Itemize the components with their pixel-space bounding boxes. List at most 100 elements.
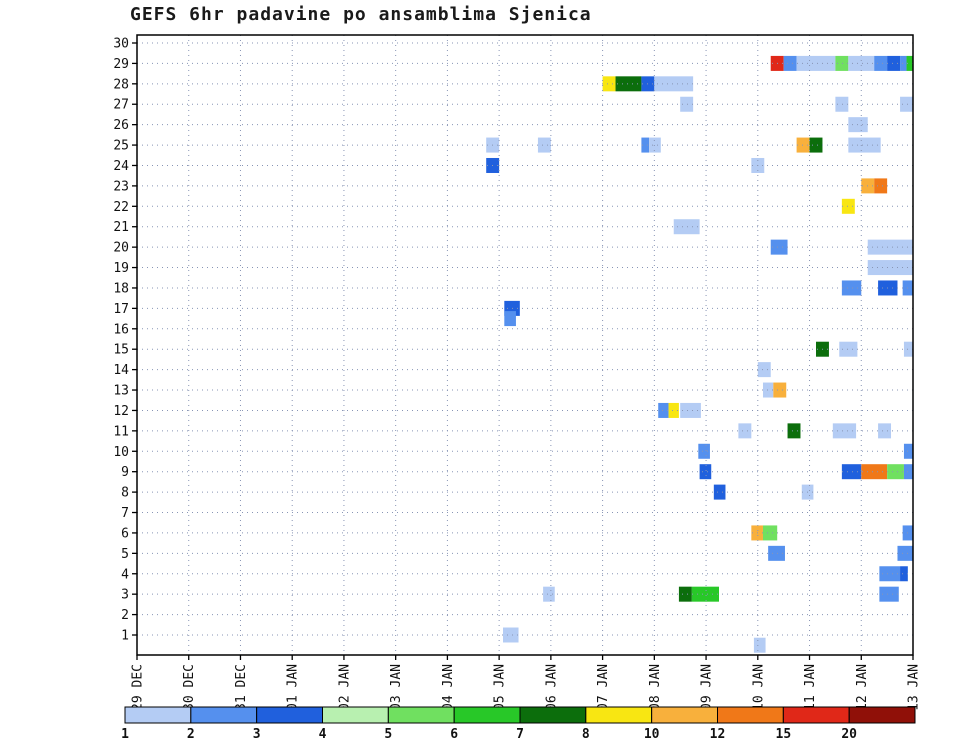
precip-cell bbox=[796, 137, 810, 153]
chart-title: GEFS 6hr padavine po ansamblima Sjenica bbox=[130, 4, 592, 25]
x-tick-label: 10 JAN bbox=[751, 664, 766, 711]
precip-cell bbox=[680, 96, 694, 112]
y-tick-label: 16 bbox=[113, 322, 129, 337]
y-tick-label: 6 bbox=[121, 526, 129, 541]
precip-cell bbox=[537, 137, 551, 153]
colorbar-segment bbox=[387, 706, 455, 724]
precip-cell bbox=[861, 464, 888, 480]
colorbar-tick-label: 2 bbox=[187, 727, 195, 742]
y-tick-label: 2 bbox=[121, 608, 129, 623]
precip-cell bbox=[773, 382, 787, 398]
precip-cell bbox=[900, 55, 907, 71]
precip-cell bbox=[874, 178, 888, 194]
colorbar-segment bbox=[256, 706, 323, 724]
y-tick-label: 11 bbox=[113, 424, 129, 439]
colorbar-tick-label: 10 bbox=[644, 727, 660, 742]
x-tick-label: 30 DEC bbox=[182, 664, 197, 711]
precip-cell bbox=[691, 586, 719, 602]
precip-cell bbox=[762, 525, 778, 541]
precip-cell bbox=[835, 96, 849, 112]
precip-cell bbox=[809, 137, 823, 153]
colorbar-tick-label: 15 bbox=[776, 727, 792, 742]
precip-cell bbox=[887, 55, 901, 71]
colorbar-tick-label: 12 bbox=[710, 727, 726, 742]
cells-layer bbox=[486, 55, 913, 653]
x-tick-label: 11 JAN bbox=[803, 664, 818, 711]
precip-cell bbox=[713, 484, 726, 500]
colorbar-segment bbox=[453, 706, 521, 724]
precip-cell bbox=[602, 76, 616, 92]
plot-frame bbox=[136, 34, 914, 656]
y-tick-label: 28 bbox=[113, 77, 129, 92]
colorbar-segment bbox=[651, 706, 719, 724]
precip-cell bbox=[879, 586, 899, 602]
precip-cell bbox=[641, 137, 650, 153]
colorbar-segment bbox=[585, 706, 653, 724]
precip-cell bbox=[832, 423, 857, 439]
y-tick-label: 9 bbox=[121, 465, 129, 480]
precip-cell bbox=[738, 423, 752, 439]
x-tick-label: 01 JAN bbox=[286, 664, 301, 711]
precip-cell bbox=[673, 219, 700, 235]
y-tick-label: 15 bbox=[113, 343, 129, 358]
precip-cell bbox=[753, 637, 766, 653]
y-tick-label: 30 bbox=[113, 37, 129, 52]
precip-cell bbox=[900, 96, 913, 112]
y-tick-label: 18 bbox=[113, 281, 129, 296]
y-tick-label: 10 bbox=[113, 445, 129, 460]
x-tick-label: 05 JAN bbox=[493, 664, 508, 711]
y-tick-label: 14 bbox=[113, 363, 129, 378]
y-tick-label: 25 bbox=[113, 139, 129, 154]
precip-cell bbox=[841, 198, 855, 214]
colorbar-segment bbox=[519, 706, 587, 724]
precip-cell bbox=[867, 260, 913, 276]
y-tick-label: 20 bbox=[113, 241, 129, 256]
precip-cell bbox=[841, 280, 862, 296]
colorbar-tick-label: 8 bbox=[582, 727, 590, 742]
y-tick-label: 29 bbox=[113, 57, 129, 72]
precip-cell bbox=[878, 423, 892, 439]
y-tick-label: 4 bbox=[121, 567, 129, 582]
precip-cell bbox=[897, 545, 913, 561]
precip-cell bbox=[699, 464, 712, 480]
colorbar-tick-label: 6 bbox=[450, 727, 458, 742]
y-tick-label: 24 bbox=[113, 159, 129, 174]
y-tick-label: 12 bbox=[113, 404, 129, 419]
x-tick-label: 13 JAN bbox=[907, 664, 922, 711]
precip-cell bbox=[543, 586, 555, 602]
y-tick-label: 13 bbox=[113, 384, 129, 399]
y-tick-label: 8 bbox=[121, 486, 129, 501]
precip-cell bbox=[762, 382, 774, 398]
colorbar-tick-label: 20 bbox=[841, 727, 857, 742]
colorbar-segment bbox=[322, 706, 389, 724]
precip-cell bbox=[770, 239, 788, 255]
y-tick-label: 3 bbox=[121, 588, 129, 603]
x-tick-label: 29 DEC bbox=[131, 664, 146, 711]
precip-cell bbox=[783, 55, 797, 71]
x-tick-label: 02 JAN bbox=[337, 664, 352, 711]
colorbar-segment bbox=[782, 706, 850, 724]
precip-cell bbox=[906, 55, 913, 71]
precip-cell bbox=[503, 627, 519, 643]
precip-cell bbox=[504, 311, 516, 327]
precip-cell bbox=[839, 341, 858, 357]
precip-cell bbox=[887, 464, 904, 480]
x-tick-label: 03 JAN bbox=[389, 664, 404, 711]
precip-cell bbox=[680, 402, 701, 418]
precip-cell bbox=[787, 423, 801, 439]
x-tick-label: 12 JAN bbox=[855, 664, 870, 711]
colorbar-segment bbox=[717, 706, 784, 724]
x-tick-label: 31 DEC bbox=[234, 664, 249, 711]
precip-cell bbox=[649, 137, 661, 153]
y-tick-label: 26 bbox=[113, 118, 129, 133]
precip-cell bbox=[698, 443, 710, 459]
precip-cell bbox=[867, 239, 913, 255]
y-tick-label: 23 bbox=[113, 179, 129, 194]
x-tick-label: 06 JAN bbox=[544, 664, 559, 711]
y-tick-label: 7 bbox=[121, 506, 129, 521]
colorbar: 1 2 3 4 5 6 7 8 10 12 15 20 bbox=[121, 706, 916, 742]
precip-cell bbox=[668, 402, 679, 418]
precip-cell bbox=[678, 586, 692, 602]
